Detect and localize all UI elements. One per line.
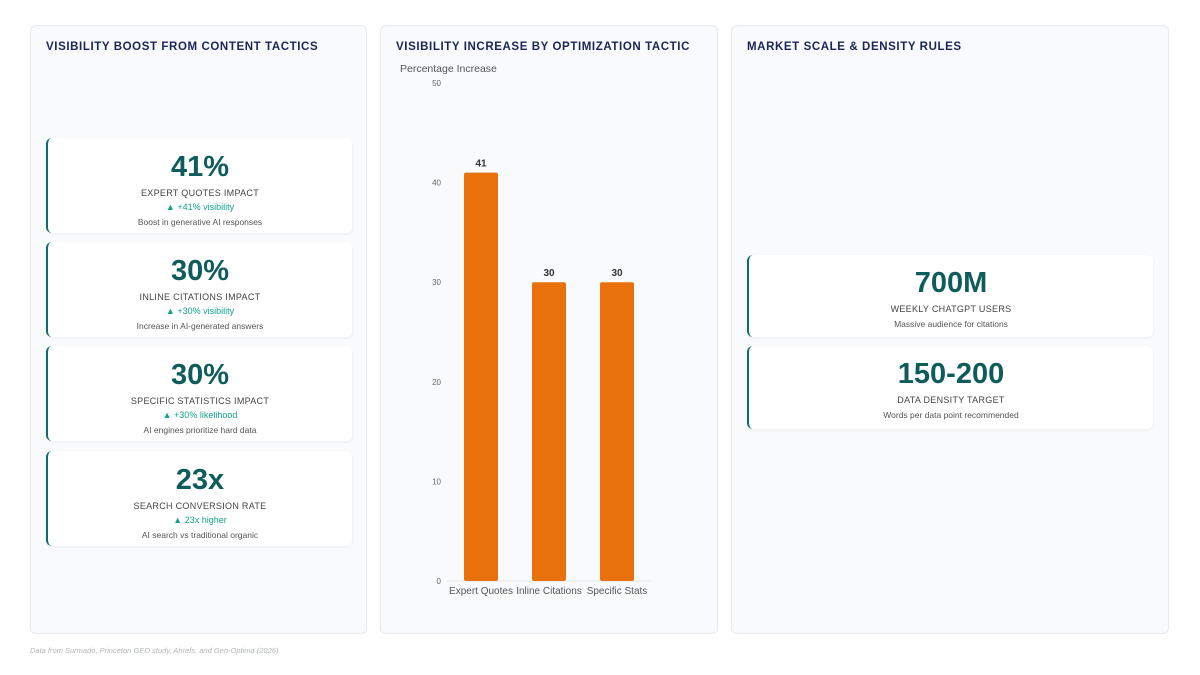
y-tick-label: 10 bbox=[432, 477, 441, 486]
y-tick-label: 40 bbox=[432, 179, 441, 188]
stat-description: AI engines prioritize hard data bbox=[143, 425, 257, 435]
y-tick-label: 30 bbox=[432, 278, 441, 287]
y-tick-label: 20 bbox=[432, 378, 441, 387]
stat-card-inline-citations: 30% INLINE CITATIONS IMPACT ▲ +30% visib… bbox=[46, 242, 352, 337]
stat-label: WEEKLY CHATGPT USERS bbox=[890, 304, 1012, 314]
stat-value: 41% bbox=[170, 151, 230, 183]
stat-value: 23x bbox=[175, 464, 225, 496]
stat-description: Increase in AI-generated answers bbox=[136, 321, 264, 331]
stat-delta: ▲ +30% likelihood bbox=[162, 410, 238, 420]
stat-value: 150-200 bbox=[897, 358, 1005, 390]
stat-card-data-density: 150-200 DATA DENSITY TARGET Words per da… bbox=[747, 346, 1153, 429]
stat-delta: ▲ 23x higher bbox=[173, 515, 227, 525]
data-label: 30 bbox=[543, 268, 555, 279]
bar bbox=[464, 172, 498, 581]
x-axis-ticks: Expert Quotes Inline Citations Specific St… bbox=[449, 586, 647, 597]
stat-delta: ▲ +30% visibility bbox=[165, 306, 235, 316]
chart-panel-title: VISIBILITY INCREASE BY OPTIMIZATION TACT… bbox=[396, 41, 690, 53]
x-tick-label: Expert Quotes bbox=[449, 586, 513, 597]
y-tick-label: 50 bbox=[432, 79, 441, 88]
data-label: 41 bbox=[475, 159, 487, 170]
stat-card-search-conversion: 23x SEARCH CONVERSION RATE ▲ 23x higher … bbox=[46, 451, 352, 546]
bar bbox=[532, 282, 566, 581]
y-tick-label: 0 bbox=[437, 577, 442, 586]
stat-card-specific-statistics: 30% SPECIFIC STATISTICS IMPACT ▲ +30% li… bbox=[46, 346, 352, 441]
stat-value: 700M bbox=[914, 267, 988, 299]
stat-delta: ▲ +41% visibility bbox=[165, 202, 235, 212]
stat-description: Massive audience for citations bbox=[894, 319, 1008, 329]
stat-label: SEARCH CONVERSION RATE bbox=[133, 501, 267, 511]
stat-description: Boost in generative AI responses bbox=[137, 217, 263, 227]
stat-description: Words per data point recommended bbox=[883, 410, 1019, 420]
data-labels: 41 30 30 bbox=[475, 159, 623, 280]
right-panel: MARKET SCALE & DENSITY RULES 700M WEEKLY… bbox=[731, 25, 1169, 634]
stat-card-weekly-users: 700M WEEKLY CHATGPT USERS Massive audien… bbox=[747, 255, 1153, 337]
stat-value: 30% bbox=[170, 359, 230, 391]
left-panel: VISIBILITY BOOST FROM CONTENT TACTICS 41… bbox=[30, 25, 367, 634]
left-panel-title: VISIBILITY BOOST FROM CONTENT TACTICS bbox=[46, 41, 319, 53]
stat-label: DATA DENSITY TARGET bbox=[897, 395, 1005, 405]
stat-label: SPECIFIC STATISTICS IMPACT bbox=[130, 396, 270, 406]
right-panel-title: MARKET SCALE & DENSITY RULES bbox=[747, 41, 962, 53]
bar bbox=[600, 282, 634, 581]
stat-label: EXPERT QUOTES IMPACT bbox=[140, 188, 260, 198]
source-footnote: Data from Surmado, Princeton GEO study, … bbox=[30, 646, 279, 655]
bars bbox=[447, 172, 651, 582]
x-tick-label: Inline Citations bbox=[516, 586, 582, 597]
data-label: 30 bbox=[611, 268, 623, 279]
bar-chart: Percentage Increase 0 10 20 30 40 50 41 30 30 E… bbox=[400, 63, 651, 597]
chart-panel: VISIBILITY INCREASE BY OPTIMIZATION TACT… bbox=[380, 25, 718, 634]
stat-card-expert-quotes: 41% EXPERT QUOTES IMPACT ▲ +41% visibili… bbox=[46, 138, 352, 233]
x-tick-label: Specific Stats bbox=[587, 586, 648, 597]
stat-description: AI search vs traditional organic bbox=[141, 530, 259, 540]
y-axis-label: Percentage Increase bbox=[400, 63, 497, 75]
y-axis-ticks: 0 10 20 30 40 50 bbox=[432, 79, 441, 586]
stat-label: INLINE CITATIONS IMPACT bbox=[139, 292, 261, 302]
stat-value: 30% bbox=[170, 255, 230, 287]
